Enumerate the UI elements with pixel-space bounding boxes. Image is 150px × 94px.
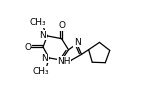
Text: N: N: [74, 38, 80, 47]
Text: CH₃: CH₃: [29, 18, 46, 27]
Text: O: O: [24, 42, 31, 52]
Text: N: N: [40, 31, 46, 40]
Text: O: O: [58, 21, 65, 30]
Text: CH₃: CH₃: [32, 67, 49, 76]
Text: NH: NH: [57, 57, 70, 66]
Text: N: N: [41, 54, 48, 63]
